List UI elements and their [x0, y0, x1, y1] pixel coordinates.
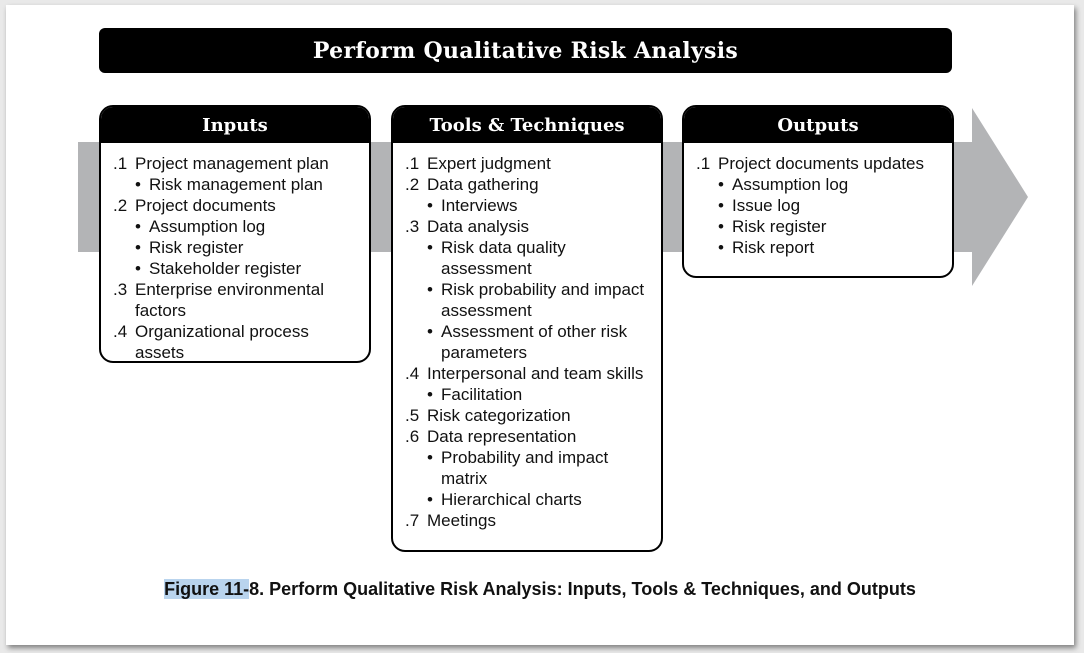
- inputs-box: Inputs .1 Project management plan • Risk ma…: [99, 105, 371, 363]
- item-text: Expert judgment: [427, 154, 551, 173]
- item-text: Risk categorization: [427, 406, 571, 425]
- subitem-text: Assumption log: [149, 217, 266, 236]
- tools-subitem: • Risk data quality assessment: [405, 237, 653, 279]
- inputs-subitem: • Stakeholder register: [113, 258, 361, 279]
- item-text: Project documents: [135, 196, 276, 215]
- caption-highlight: Figure 11-: [164, 579, 250, 599]
- subitem-text: Hierarchical charts: [441, 490, 582, 509]
- tools-subitem: • Facilitation: [405, 384, 653, 405]
- bullet-icon: •: [427, 385, 433, 404]
- inputs-item: .2 Project documents: [113, 195, 361, 216]
- caption-text: 8. Perform Qualitative Risk Analysis: In…: [249, 579, 916, 599]
- tools-list: .1 Expert judgment .2 Data gathering • Interv…: [393, 143, 661, 531]
- inputs-subitem: • Assumption log: [113, 216, 361, 237]
- item-text: Meetings: [427, 511, 496, 530]
- outputs-subitem: • Risk report: [696, 237, 944, 258]
- tools-subitem: • Interviews: [405, 195, 653, 216]
- tools-subitem: • Hierarchical charts: [405, 489, 653, 510]
- inputs-item: .1 Project management plan: [113, 153, 361, 174]
- subitem-text: Interviews: [441, 196, 518, 215]
- item-text: Interpersonal and team skills: [427, 364, 644, 383]
- item-number: .1: [696, 154, 711, 173]
- subitem-text: Risk management plan: [149, 175, 323, 194]
- outputs-heading: Outputs: [684, 107, 952, 143]
- outputs-subitem: • Issue log: [696, 195, 944, 216]
- subitem-text: Stakeholder register: [149, 259, 302, 278]
- bullet-icon: •: [135, 175, 141, 194]
- item-text: Data analysis: [427, 217, 530, 236]
- item-number: .4: [113, 322, 128, 341]
- subitem-text: Probability and impact matrix: [441, 448, 609, 488]
- item-text: Project documents updates: [718, 154, 925, 173]
- inputs-list: .1 Project management plan • Risk managemen…: [101, 143, 369, 362]
- item-number: .1: [405, 154, 420, 173]
- bullet-icon: •: [718, 238, 724, 257]
- outputs-subitem: • Assumption log: [696, 174, 944, 195]
- tools-subitem: • Probability and impact matrix: [405, 447, 653, 489]
- bullet-icon: •: [135, 259, 141, 278]
- figure-frame: Perform Qualitative Risk Analysis Inputs…: [6, 5, 1074, 645]
- bullet-icon: •: [427, 322, 433, 341]
- subitem-text: Issue log: [732, 196, 801, 215]
- outputs-item: .1 Project documents updates: [696, 153, 944, 174]
- outputs-subitem: • Risk register: [696, 216, 944, 237]
- outputs-list: .1 Project documents updates • Assumption l…: [684, 143, 952, 258]
- item-text: Project management plan: [135, 154, 329, 173]
- bullet-icon: •: [135, 217, 141, 236]
- tools-subitem: • Assessment of other risk parameters: [405, 321, 653, 363]
- item-text: Enterprise environmental factors: [135, 280, 324, 320]
- tools-item: .5 Risk categorization: [405, 405, 653, 426]
- tools-heading: Tools & Techniques: [393, 107, 661, 143]
- item-number: .6: [405, 427, 420, 446]
- item-number: .5: [405, 406, 420, 425]
- subitem-text: Assessment of other risk parameters: [441, 322, 628, 362]
- bullet-icon: •: [427, 280, 433, 299]
- inputs-subitem: • Risk management plan: [113, 174, 361, 195]
- bullet-icon: •: [427, 238, 433, 257]
- bullet-icon: •: [718, 217, 724, 236]
- tools-item: .6 Data representation: [405, 426, 653, 447]
- inputs-heading: Inputs: [101, 107, 369, 143]
- subitem-text: Risk register: [732, 217, 827, 236]
- subitem-text: Risk probability and impact assessment: [441, 280, 645, 320]
- tools-box: Tools & Techniques .1 Expert judgment .2 Da…: [391, 105, 663, 552]
- tools-item: .4 Interpersonal and team skills: [405, 363, 653, 384]
- item-number: .7: [405, 511, 420, 530]
- item-number: .1: [113, 154, 128, 173]
- item-text: Organizational process assets: [135, 322, 309, 362]
- bullet-icon: •: [427, 196, 433, 215]
- item-number: .2: [405, 175, 420, 194]
- tools-subitem: • Risk probability and impact assessment: [405, 279, 653, 321]
- figure-caption: Figure 11-8. Perform Qualitative Risk An…: [6, 579, 1074, 600]
- outputs-box: Outputs .1 Project documents updates • Assu…: [682, 105, 954, 278]
- diagram-title: Perform Qualitative Risk Analysis: [99, 28, 952, 73]
- tools-item: .3 Data analysis: [405, 216, 653, 237]
- inputs-item: .3 Enterprise environmental factors: [113, 279, 361, 321]
- bullet-icon: •: [718, 175, 724, 194]
- bullet-icon: •: [427, 448, 433, 467]
- subitem-text: Facilitation: [441, 385, 523, 404]
- subitem-text: Assumption log: [732, 175, 849, 194]
- subitem-text: Risk register: [149, 238, 244, 257]
- tools-item: .2 Data gathering: [405, 174, 653, 195]
- tools-item: .7 Meetings: [405, 510, 653, 531]
- item-number: .4: [405, 364, 420, 383]
- inputs-item: .4 Organizational process assets: [113, 321, 361, 362]
- bullet-icon: •: [718, 196, 724, 215]
- item-number: .2: [113, 196, 128, 215]
- subitem-text: Risk data quality assessment: [441, 238, 566, 278]
- bullet-icon: •: [427, 490, 433, 509]
- subitem-text: Risk report: [732, 238, 815, 257]
- item-number: .3: [405, 217, 420, 236]
- item-number: .3: [113, 280, 128, 299]
- item-text: Data representation: [427, 427, 577, 446]
- item-text: Data gathering: [427, 175, 539, 194]
- tools-item: .1 Expert judgment: [405, 153, 653, 174]
- bullet-icon: •: [135, 238, 141, 257]
- inputs-subitem: • Risk register: [113, 237, 361, 258]
